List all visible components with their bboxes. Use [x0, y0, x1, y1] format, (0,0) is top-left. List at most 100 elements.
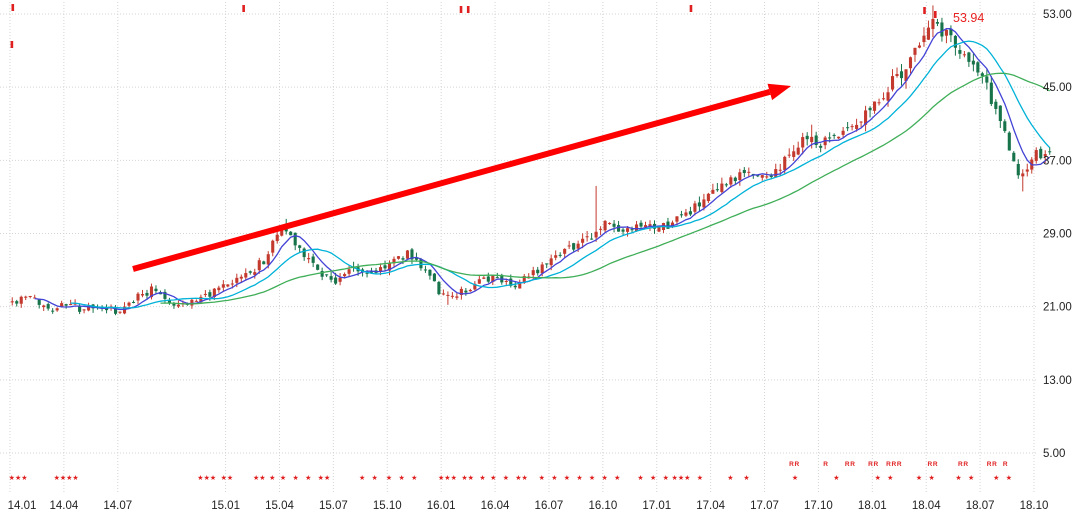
candle-body [226, 284, 230, 287]
candle-body [899, 71, 904, 79]
candle-body [774, 169, 778, 178]
candle-body [64, 304, 68, 306]
candle-body [491, 275, 495, 282]
candle-body [657, 227, 661, 232]
event-star: ★ [875, 474, 881, 482]
trend-arrow-head [767, 83, 791, 101]
candle-body [414, 257, 419, 260]
event-star: ★ [614, 474, 620, 482]
event-star: ★ [280, 474, 286, 482]
candle-body [729, 177, 733, 185]
candle-body [760, 175, 764, 178]
candle-body [378, 267, 383, 272]
candle-body [832, 134, 836, 136]
candle-body [850, 126, 854, 128]
candle-body [230, 283, 234, 285]
candle-body [913, 47, 917, 55]
candle-body [369, 271, 374, 273]
candle-body [621, 229, 625, 232]
candle-body [271, 240, 275, 253]
candle-body [163, 291, 167, 299]
candle-body [962, 54, 966, 56]
candle-body [105, 308, 109, 311]
candle-body [217, 287, 221, 291]
candle-body [931, 18, 935, 30]
candle-body [87, 305, 91, 311]
candle-body [1039, 148, 1043, 159]
peak-price-label: 53.94 [953, 11, 984, 25]
x-axis-label: 15.01 [211, 500, 240, 512]
candle-body [410, 249, 414, 260]
candle-body [576, 243, 580, 249]
candle-body [625, 228, 630, 232]
candle-body [69, 304, 73, 306]
candle-body [630, 229, 634, 231]
candle-body [1021, 173, 1025, 177]
x-axis-label: 15.07 [319, 500, 348, 512]
candle-body [841, 130, 845, 135]
event-star: ★ [15, 474, 21, 482]
candle-body [113, 308, 118, 314]
event-r-mark: R [845, 461, 850, 468]
candle-body [958, 49, 962, 54]
candle-body [554, 255, 558, 258]
event-star: ★ [9, 474, 15, 482]
x-axis-label: 17.10 [804, 500, 833, 512]
event-r-mark: R [987, 461, 992, 468]
candle-body [387, 263, 392, 271]
candle-body [118, 311, 122, 313]
x-axis-labels: 14.01 14.04 14.07 15.01 15.04 15.07 15.10 16.01… [8, 500, 1049, 512]
candle-body [194, 300, 198, 302]
x-axis-label: 18.04 [912, 500, 941, 512]
y-axis-label: 53.00 [1043, 9, 1072, 21]
candle-body [419, 259, 423, 269]
event-star: ★ [210, 474, 216, 482]
candle-body [877, 102, 881, 104]
candle-body [280, 226, 284, 236]
candle-body [199, 296, 203, 303]
candle-body [706, 193, 710, 202]
candle-body [819, 145, 823, 148]
candle-body [890, 76, 895, 90]
candle-body [733, 177, 737, 182]
x-axis-label: 18.10 [1020, 500, 1049, 512]
y-axis-label: 45.00 [1043, 82, 1072, 94]
candle-body [293, 232, 297, 246]
event-star: ★ [663, 474, 669, 482]
candle-body [940, 22, 944, 37]
ma-line-long [160, 72, 1050, 305]
candle-body [203, 293, 207, 295]
x-axis-label: 16.07 [535, 500, 564, 512]
event-star: ★ [461, 474, 467, 482]
x-axis-label: 17.04 [696, 500, 725, 512]
candle-body [648, 224, 652, 227]
candle-body [868, 107, 872, 111]
event-star: ★ [372, 474, 378, 482]
candle-body [697, 202, 701, 207]
event-r-mark: R [892, 461, 897, 468]
event-star: ★ [697, 474, 703, 482]
candle-body [944, 29, 948, 36]
candle-body [563, 248, 567, 254]
candle-body [922, 35, 926, 43]
candle-body [679, 214, 683, 216]
candle-body [392, 258, 396, 264]
x-axis-label: 14.04 [50, 500, 79, 512]
candle-body [666, 221, 670, 229]
candle-body [1043, 154, 1047, 157]
candle-body [796, 147, 800, 155]
candle-body [486, 276, 490, 282]
candle-body [334, 277, 338, 284]
candle-body [51, 310, 55, 312]
candle-body [275, 234, 279, 242]
candle-body [917, 45, 922, 48]
candle-body [823, 137, 827, 146]
candle-body [895, 74, 899, 77]
event-star: ★ [928, 474, 934, 482]
candle-body [145, 292, 149, 296]
y-axis-label: 29.00 [1043, 229, 1072, 241]
candle-body [396, 256, 401, 259]
x-axis-label: 18.01 [858, 500, 887, 512]
